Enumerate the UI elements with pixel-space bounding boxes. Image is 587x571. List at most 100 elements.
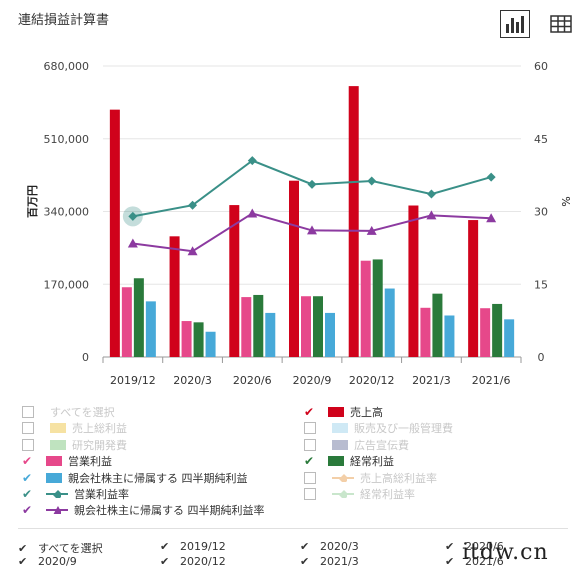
y-tick-label: 340,000 — [44, 206, 90, 219]
point-operating-margin — [367, 176, 377, 186]
legend-swatch — [50, 423, 66, 434]
bar-net-profit — [145, 301, 156, 357]
bar-operating-profit — [360, 260, 371, 357]
check-icon[interactable]: ✔ — [303, 454, 315, 469]
legend-item[interactable]: ✔ 経常利益 — [302, 453, 394, 469]
legend-item[interactable]: 広告宣伝費 — [302, 437, 409, 453]
check-icon[interactable]: ✔ — [445, 555, 455, 568]
bar-ordinary-profit — [253, 294, 264, 357]
period-filter-label: すべてを選択 — [38, 542, 103, 555]
legend-item[interactable]: 売上総利益 — [20, 420, 127, 436]
period-filter-label: 2020/9 — [38, 555, 77, 568]
x-tick-label: 2019/12 — [110, 374, 156, 387]
x-tick-label: 2020/6 — [233, 374, 272, 387]
y2-axis-title: % — [559, 196, 572, 206]
legend-label: すべてを選択 — [50, 406, 115, 419]
legend-swatch — [50, 439, 66, 450]
bar-net-profit — [504, 319, 515, 357]
legend-label: 広告宣伝費 — [354, 438, 409, 452]
bar-ordinary-profit — [193, 322, 204, 357]
bar-ordinary-profit — [432, 293, 443, 357]
check-icon[interactable]: ✔ — [21, 503, 33, 518]
legend-swatch — [332, 439, 348, 450]
check-icon[interactable]: ✔ — [303, 405, 315, 419]
legend-item[interactable]: すべてを選択 — [20, 404, 115, 420]
y2-tick-label: 60 — [534, 60, 548, 73]
y2-tick-label: 45 — [534, 133, 548, 146]
legend-swatch — [332, 423, 348, 434]
check-icon[interactable]: ✔ — [21, 454, 33, 469]
bar-sales — [408, 205, 419, 357]
bar-net-profit — [205, 331, 216, 357]
legend-swatch — [46, 472, 62, 483]
bar-ordinary-profit — [313, 296, 323, 357]
point-net-margin — [127, 238, 138, 248]
check-icon[interactable]: ✔ — [445, 540, 455, 553]
point-net-margin — [247, 208, 258, 218]
bar-ordinary-profit — [372, 259, 383, 357]
check-icon[interactable]: ✔ — [160, 540, 170, 553]
legend-item[interactable]: ✔ 親会社株主に帰属する 四半期純利益 — [20, 470, 248, 486]
period-filter-item[interactable]: ✔ 2021/3 — [300, 555, 359, 568]
y2-tick-label: 0 — [538, 351, 545, 364]
legend-item[interactable]: 経常利益率 — [302, 486, 415, 502]
period-filter-item[interactable]: ✔ 2021/6 — [445, 555, 504, 568]
bar-ordinary-profit — [492, 303, 503, 357]
legend-label: 売上高総利益率 — [360, 471, 437, 485]
legend-item[interactable]: ✔ 営業利益 — [20, 453, 112, 469]
period-filter-item[interactable]: ✔ 2019/12 — [160, 540, 226, 553]
point-operating-margin — [486, 172, 496, 182]
legend-item[interactable]: ✔ 売上高 — [302, 404, 383, 420]
legend-item[interactable]: ✔ 営業利益率 — [20, 486, 129, 502]
legend-item[interactable]: 販売及び一般管理費 — [302, 420, 453, 436]
watermark: itdw.cn — [462, 540, 549, 565]
period-filter-item[interactable]: ✔ すべてを選択 — [18, 540, 103, 556]
period-filter-item[interactable]: ✔ 2020/6 — [445, 540, 504, 553]
check-icon[interactable]: ✔ — [160, 555, 170, 568]
chart-view-button[interactable] — [500, 10, 530, 38]
legend-item[interactable]: ✔ 親会社株主に帰属する 四半期純利益率 — [20, 502, 265, 518]
bar-sales — [109, 109, 120, 358]
legend-label: 親会社株主に帰属する 四半期純利益率 — [74, 504, 265, 518]
checkbox-icon[interactable] — [304, 438, 316, 451]
checkbox-icon[interactable] — [22, 438, 34, 451]
period-filter-item[interactable]: ✔ 2020/12 — [160, 555, 226, 568]
bar-sales — [169, 236, 180, 357]
check-icon[interactable]: ✔ — [21, 470, 33, 485]
check-icon[interactable]: ✔ — [300, 555, 310, 568]
check-icon[interactable]: ✔ — [21, 487, 33, 501]
table-view-button[interactable] — [546, 10, 576, 38]
bar-ordinary-profit — [133, 278, 144, 357]
point-operating-margin — [307, 179, 317, 189]
point-operating-margin — [426, 189, 436, 199]
legend-line — [332, 488, 354, 500]
period-filter-item[interactable]: ✔ 2020/3 — [300, 540, 359, 553]
x-tick-label: 2020/12 — [349, 374, 395, 387]
checkbox-icon[interactable] — [304, 471, 316, 484]
table-icon — [550, 15, 572, 33]
x-tick-label: 2020/9 — [293, 374, 332, 387]
diamond-marker-icon — [339, 490, 347, 498]
bar-operating-profit — [301, 296, 311, 357]
check-icon[interactable]: ✔ — [300, 540, 310, 553]
period-filter-label: 2020/6 — [465, 540, 504, 553]
legend-label: 営業利益率 — [74, 488, 129, 501]
legend-label: 親会社株主に帰属する 四半期純利益 — [68, 471, 248, 485]
check-icon[interactable]: ✔ — [18, 555, 28, 568]
bar-operating-profit — [420, 307, 431, 357]
period-filter-item[interactable]: ✔ 2020/9 — [18, 555, 77, 568]
legend-item[interactable]: 研究開発費 — [20, 437, 127, 453]
bar-net-profit — [384, 288, 395, 357]
legend-line — [46, 488, 68, 500]
checkbox-icon[interactable] — [22, 406, 34, 418]
point-operating-margin — [128, 211, 138, 221]
checkbox-icon[interactable] — [304, 422, 316, 435]
check-icon[interactable]: ✔ — [18, 541, 28, 555]
diamond-marker-icon — [53, 490, 61, 498]
bar-net-profit — [265, 312, 276, 357]
y2-tick-label: 15 — [534, 278, 548, 291]
checkbox-icon[interactable] — [304, 488, 316, 500]
bar-net-profit — [325, 312, 335, 357]
checkbox-icon[interactable] — [22, 422, 34, 435]
legend-item[interactable]: 売上高総利益率 — [302, 470, 437, 486]
